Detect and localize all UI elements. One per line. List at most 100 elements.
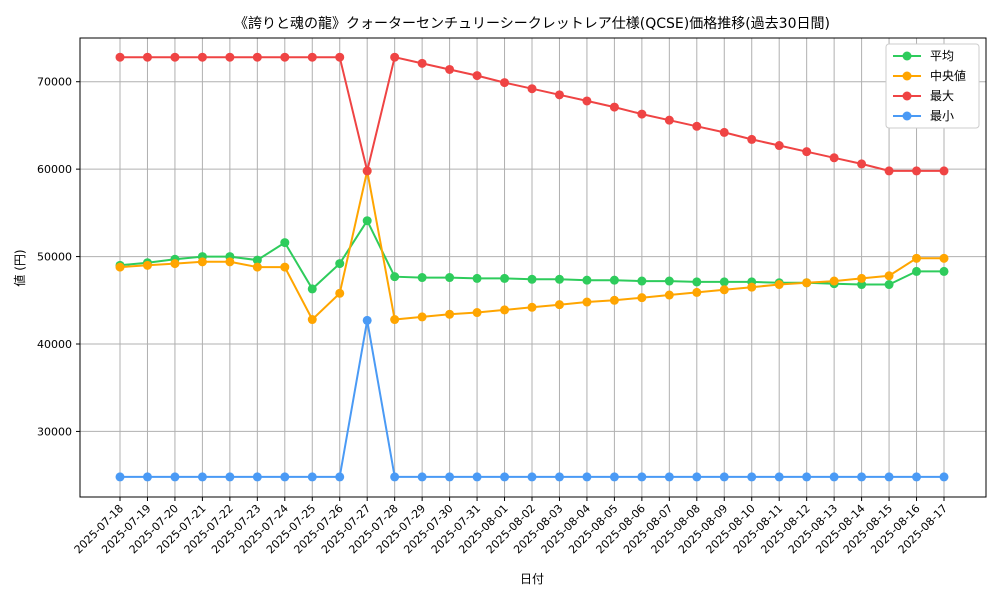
data-point	[445, 64, 455, 74]
data-point	[142, 52, 152, 62]
data-point	[884, 280, 894, 290]
data-point	[252, 262, 262, 272]
x-axis-title: 日付	[520, 572, 544, 586]
data-point	[582, 472, 592, 482]
data-point	[170, 472, 180, 482]
series-2	[115, 52, 949, 176]
data-point	[692, 277, 702, 287]
data-point	[747, 472, 757, 482]
data-point	[197, 52, 207, 62]
data-point	[115, 262, 125, 272]
data-point	[280, 52, 290, 62]
data-point	[664, 115, 674, 125]
data-point	[912, 166, 922, 176]
data-point	[719, 127, 729, 137]
data-point	[857, 472, 867, 482]
series-group	[115, 52, 949, 482]
data-point	[664, 290, 674, 300]
data-point	[582, 275, 592, 285]
data-point	[527, 472, 537, 482]
data-point	[582, 297, 592, 307]
data-point	[252, 255, 262, 265]
data-point	[417, 472, 427, 482]
legend-marker	[902, 51, 912, 61]
data-point	[774, 472, 784, 482]
y-tick-label: 40000	[37, 338, 72, 351]
data-point	[115, 52, 125, 62]
data-point	[500, 472, 510, 482]
data-point	[307, 284, 317, 294]
grid	[80, 38, 986, 497]
data-point	[609, 102, 619, 112]
data-point	[362, 315, 372, 325]
data-point	[445, 309, 455, 319]
data-point	[802, 278, 812, 288]
legend-marker	[902, 71, 912, 81]
data-point	[197, 257, 207, 267]
data-point	[170, 52, 180, 62]
data-point	[884, 472, 894, 482]
data-point	[445, 472, 455, 482]
data-point	[280, 472, 290, 482]
data-point	[719, 472, 729, 482]
data-point	[280, 262, 290, 272]
data-point	[170, 259, 180, 269]
data-point	[500, 78, 510, 88]
legend-label: 最大	[930, 89, 954, 103]
data-point	[225, 472, 235, 482]
data-point	[225, 52, 235, 62]
data-point	[637, 109, 647, 119]
data-point	[417, 58, 427, 68]
y-tick-label: 60000	[37, 163, 72, 176]
data-point	[609, 275, 619, 285]
data-point	[637, 472, 647, 482]
data-point	[637, 276, 647, 286]
data-point	[335, 52, 345, 62]
series-1	[115, 166, 949, 325]
data-point	[280, 238, 290, 248]
data-point	[912, 472, 922, 482]
data-point	[939, 166, 949, 176]
legend-label: 平均	[930, 49, 954, 63]
y-tick-label: 70000	[37, 76, 72, 89]
data-point	[554, 300, 564, 310]
data-point	[912, 253, 922, 263]
data-point	[747, 282, 757, 292]
data-point	[719, 277, 729, 287]
data-point	[774, 280, 784, 290]
data-point	[527, 302, 537, 312]
legend-label: 最小	[930, 109, 954, 123]
data-point	[472, 308, 482, 318]
data-point	[527, 84, 537, 94]
data-point	[500, 273, 510, 283]
data-point	[884, 166, 894, 176]
legend-marker	[902, 111, 912, 121]
legend-label: 中央値	[930, 68, 966, 83]
data-point	[939, 266, 949, 276]
data-point	[142, 472, 152, 482]
data-point	[692, 472, 702, 482]
data-point	[335, 472, 345, 482]
x-axis: 2025-07-182025-07-192025-07-202025-07-21…	[72, 497, 950, 556]
data-point	[554, 274, 564, 284]
data-point	[142, 260, 152, 270]
data-point	[692, 287, 702, 297]
data-point	[197, 472, 207, 482]
data-point	[307, 52, 317, 62]
data-point	[362, 166, 372, 176]
data-point	[472, 71, 482, 81]
data-point	[554, 90, 564, 100]
plot-area-frame	[79, 37, 987, 498]
data-point	[774, 141, 784, 151]
data-point	[115, 472, 125, 482]
data-point	[252, 472, 262, 482]
y-axis-title: 値 (円)	[12, 249, 27, 286]
data-point	[582, 96, 592, 106]
data-point	[362, 216, 372, 226]
data-point	[225, 257, 235, 267]
data-point	[472, 472, 482, 482]
data-point	[802, 472, 812, 482]
data-point	[609, 295, 619, 305]
